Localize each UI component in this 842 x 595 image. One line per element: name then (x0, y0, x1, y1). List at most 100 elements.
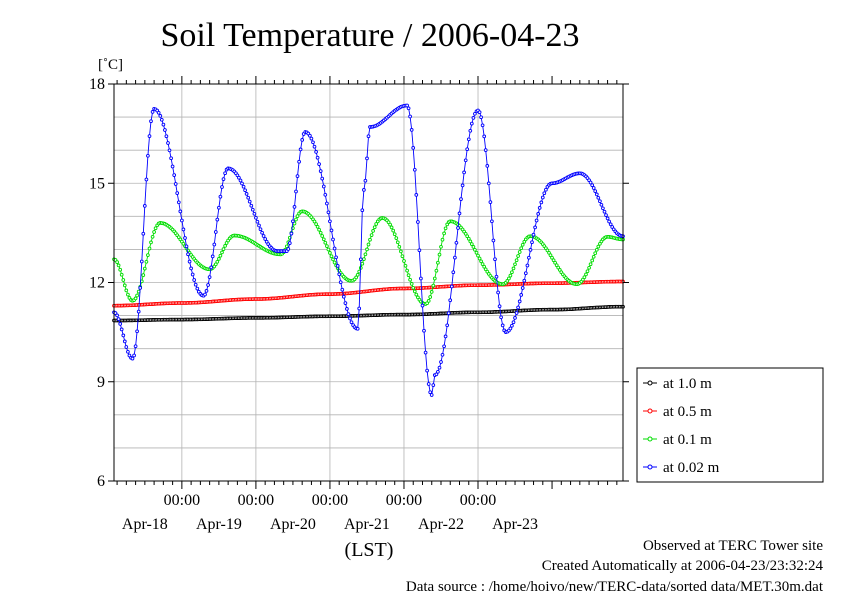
series-point (593, 189, 598, 193)
series-point (540, 195, 545, 200)
x-tick-label-time: 00:00 (386, 492, 422, 509)
series-point (416, 220, 420, 224)
legend-swatch-marker (647, 464, 653, 470)
series-point (366, 242, 371, 247)
series-point (321, 237, 326, 242)
series-point (152, 230, 156, 234)
legend-swatch-marker (647, 380, 653, 386)
series-point (499, 315, 503, 320)
series-point (530, 240, 534, 245)
series-point (362, 188, 366, 192)
series-point (491, 238, 496, 243)
series-point (317, 162, 321, 166)
series-point (357, 306, 362, 311)
series-point (516, 305, 520, 310)
series-point (443, 334, 448, 339)
series-point (519, 246, 524, 251)
series-point (360, 208, 365, 213)
series-point (474, 250, 479, 255)
series-point (348, 316, 352, 321)
series-point (590, 183, 595, 188)
series-point (437, 252, 442, 257)
series-point (436, 260, 440, 265)
series-point (513, 316, 517, 320)
series-point (118, 322, 123, 326)
series-point (445, 323, 450, 328)
series-point (585, 269, 590, 274)
series-point (429, 393, 434, 397)
series-point (126, 349, 130, 354)
series-point (431, 283, 436, 288)
series-point (508, 273, 513, 278)
series-point (534, 218, 539, 223)
series-point (345, 307, 349, 311)
series-point (471, 245, 476, 249)
series-point (494, 274, 499, 279)
series-point (209, 265, 214, 270)
x-tick-label-date: Apr-20 (270, 516, 316, 533)
series-point (308, 133, 312, 138)
series-point (395, 240, 400, 245)
series-point (480, 262, 485, 266)
series-point (325, 201, 329, 206)
series-point (358, 257, 363, 262)
series-point (608, 222, 613, 227)
series-point (593, 251, 598, 256)
series-point (150, 234, 155, 239)
series-point (466, 137, 471, 142)
series-point (294, 217, 298, 222)
series-point (602, 209, 607, 214)
series-point (223, 171, 227, 176)
series-point (446, 311, 451, 316)
series-point (295, 174, 300, 178)
series-point (588, 180, 593, 185)
series-point (249, 203, 254, 208)
series-point (116, 317, 121, 321)
legend: at 1.0 m at 0.5 m at 0.1 m at 0.02 m (636, 367, 824, 483)
series-point (221, 177, 226, 181)
series-point (289, 231, 294, 236)
series-point (291, 219, 295, 224)
footer-created: Created Automatically at 2006-04-23/23:3… (542, 558, 824, 574)
series-point (183, 236, 187, 240)
series-point (163, 128, 167, 132)
series-point (496, 290, 500, 295)
series-point (192, 278, 197, 282)
series-point (414, 193, 419, 197)
series-point (326, 247, 331, 252)
series-point (465, 234, 470, 239)
series-point (147, 246, 152, 251)
series-at-0-5-m (112, 279, 625, 308)
series-point (286, 247, 291, 251)
series-point (314, 222, 318, 226)
series-point (124, 288, 129, 293)
series-point (514, 258, 519, 263)
series-point (522, 278, 527, 283)
series-point (442, 344, 446, 349)
series-point (149, 240, 153, 245)
series-point (241, 184, 246, 189)
series-at-0-1-m (112, 209, 625, 306)
x-tick-label-date: Apr-23 (492, 516, 538, 533)
series-point (223, 244, 227, 248)
series-point (468, 239, 473, 244)
series-point (300, 138, 305, 142)
series-point (459, 197, 463, 201)
series-point (510, 323, 514, 328)
series-point (436, 369, 440, 374)
series-point (426, 299, 431, 303)
series-point (323, 192, 328, 197)
x-tick-label-time: 00:00 (238, 492, 274, 509)
series-point (309, 136, 314, 141)
y-axis-unit: [˚C] (98, 57, 123, 73)
series-at-0-02-m (112, 103, 625, 397)
series-point (523, 271, 528, 276)
series-point (411, 285, 416, 290)
y-tick-label: 15 (89, 175, 105, 192)
series-point (295, 214, 300, 218)
series-point (582, 275, 587, 280)
series-point (439, 360, 443, 364)
series-point (329, 228, 334, 233)
series-point (243, 188, 247, 193)
series-point (218, 253, 223, 258)
